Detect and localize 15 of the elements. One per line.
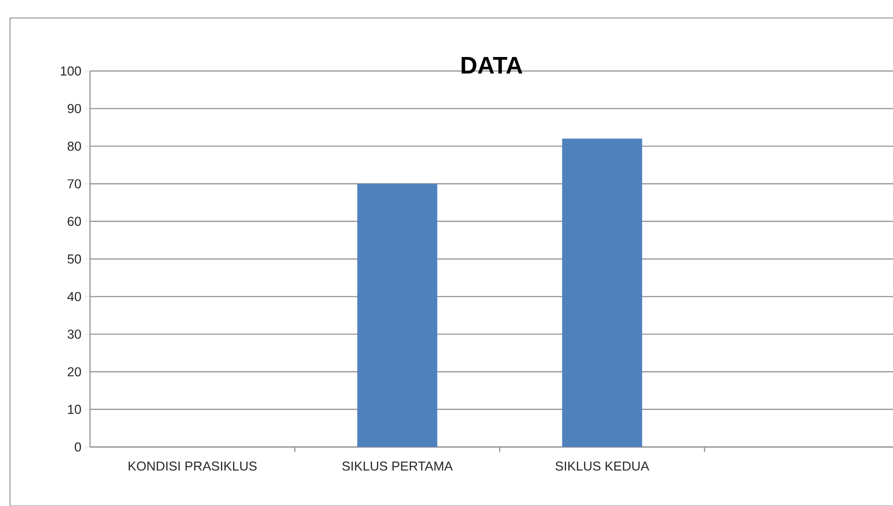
y-tick-label: 100 <box>60 66 81 76</box>
y-tick-label: 90 <box>68 104 81 114</box>
y-tick-label: 10 <box>68 404 81 414</box>
y-tick-label: 60 <box>68 216 81 226</box>
y-tick-label: 50 <box>68 254 81 264</box>
y-tick-label: 40 <box>67 292 81 302</box>
x-tick-label: KONDISI PRASIKLUS <box>128 462 257 471</box>
y-tick-label: 70 <box>68 179 81 188</box>
chart-title: DATA <box>462 57 522 74</box>
y-tick-label: 0 <box>74 442 81 452</box>
x-tick-label: SIKLUS KEDUA <box>556 462 650 471</box>
y-tick-label: 80 <box>68 142 81 151</box>
x-tick-label: SIKLUS PERTAMA <box>342 462 453 471</box>
y-tick-label: 30 <box>68 330 81 339</box>
y-tick-label: 20 <box>68 367 81 376</box>
